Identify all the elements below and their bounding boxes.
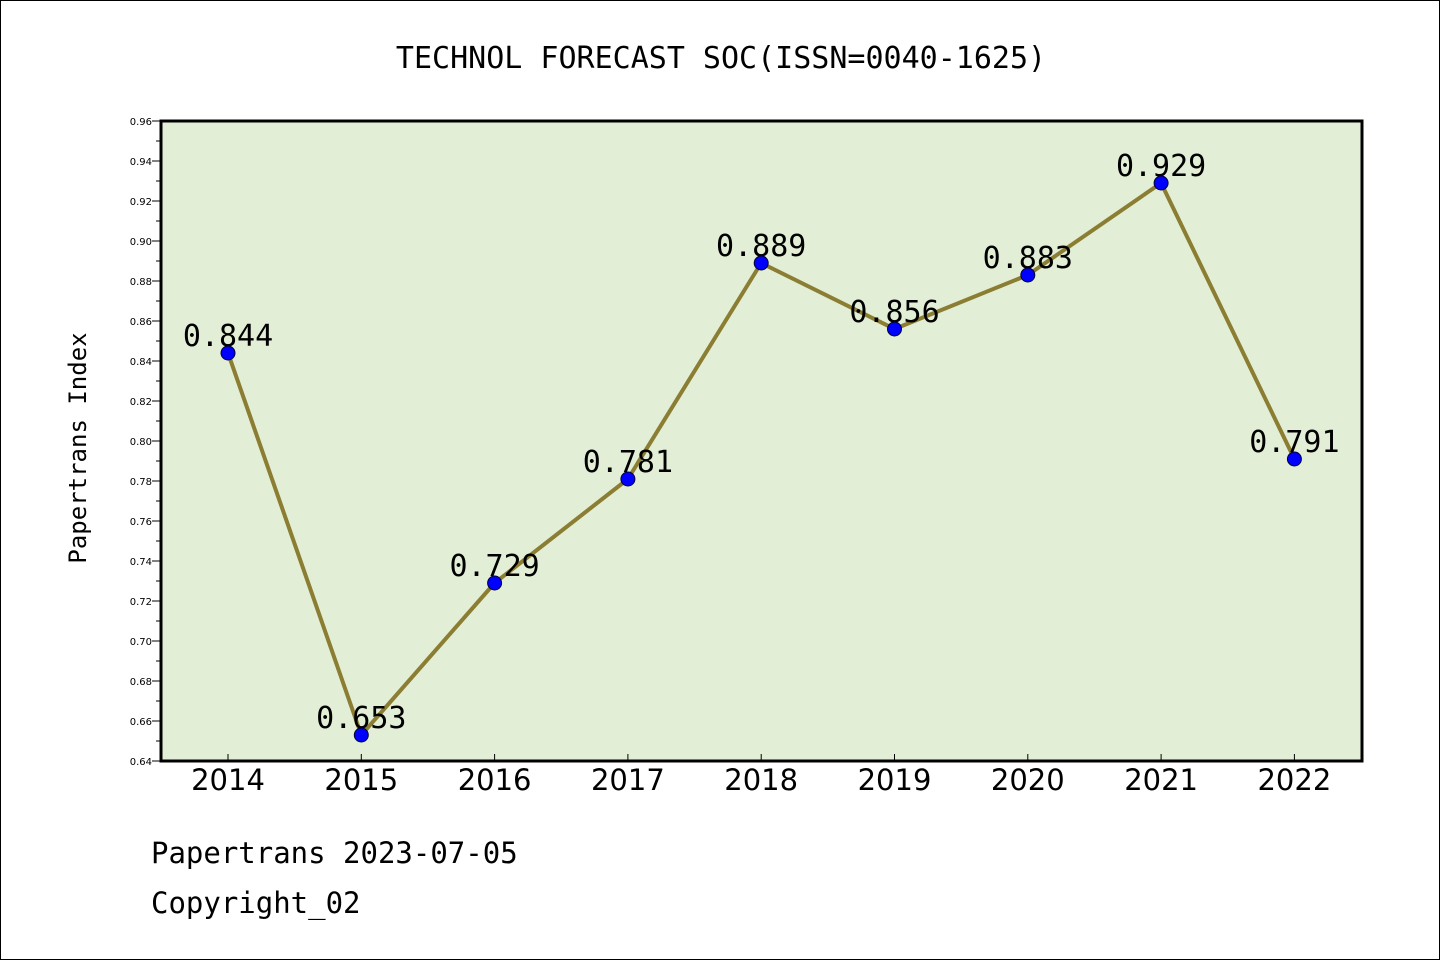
plot-border [159, 119, 1364, 763]
data-points [220, 175, 1302, 743]
y-tick-label: 0.70 [130, 637, 152, 648]
data-point [220, 345, 236, 361]
x-tick-label: 2014 [191, 763, 265, 797]
x-tick-label: 2016 [458, 763, 532, 797]
plot-area [161, 121, 1362, 761]
y-tick-label: 0.76 [130, 517, 152, 528]
x-tick-label: 2020 [991, 763, 1065, 797]
data-labels: 0.844 0.653 0.729 0.781 0.889 0.856 0.883 0.929… [183, 149, 1340, 736]
data-point [1153, 175, 1169, 191]
y-tick-label: 0.68 [130, 677, 152, 688]
data-label: 0.929 [1116, 149, 1206, 184]
x-tick-label: 2015 [324, 763, 398, 797]
y-tick-label: 0.82 [130, 397, 152, 408]
data-label: 0.653 [316, 701, 406, 736]
y-tick-label: 0.94 [130, 157, 152, 168]
x-tick-label: 2022 [1257, 763, 1331, 797]
x-axis: 2014 2015 2016 2017 2018 2019 2020 2021 2022 [191, 754, 1331, 797]
data-label: 0.883 [983, 241, 1073, 276]
footer-copyright: Copyright_02 [151, 886, 361, 920]
data-label: 0.844 [183, 319, 273, 354]
footer-source: Papertrans 2023-07-05 [151, 836, 518, 870]
data-point [353, 727, 369, 743]
data-label: 0.781 [583, 445, 673, 480]
y-tick-label: 0.74 [130, 557, 152, 568]
y-tick-label: 0.66 [130, 717, 152, 728]
y-tick-label: 0.96 [130, 117, 152, 128]
y-tick-label: 0.90 [130, 237, 152, 248]
data-point [1020, 267, 1036, 283]
x-tick-label: 2021 [1124, 763, 1198, 797]
data-point [487, 575, 503, 591]
chart-title: TECHNOL FORECAST SOC(ISSN=0040-1625) [396, 41, 1046, 76]
data-point [887, 321, 902, 337]
y-tick-label: 0.64 [130, 757, 152, 768]
data-point [620, 471, 636, 487]
data-label: 0.729 [449, 549, 539, 584]
data-label: 0.791 [1249, 425, 1339, 460]
y-tick-label: 0.88 [130, 277, 152, 288]
x-tick-label: 2018 [724, 763, 798, 797]
x-tick-label: 2019 [858, 763, 932, 797]
y-tick-label: 0.80 [130, 437, 152, 448]
y-tick-label: 0.78 [130, 477, 152, 488]
data-label: 0.889 [716, 229, 806, 264]
data-point [1286, 451, 1302, 467]
y-axis-label: Papertrans Index [64, 332, 92, 563]
data-label: 0.856 [849, 295, 939, 330]
data-point [753, 255, 769, 271]
x-tick-label: 2017 [591, 763, 665, 797]
y-tick-label: 0.84 [130, 357, 152, 368]
y-tick-label: 0.86 [130, 317, 152, 328]
y-tick-label: 0.72 [130, 597, 152, 608]
y-axis: 0.64 0.66 0.68 0.70 0.72 0.74 0.76 0.78 0.80 0.82… [130, 117, 161, 768]
y-tick-label: 0.92 [130, 197, 152, 208]
